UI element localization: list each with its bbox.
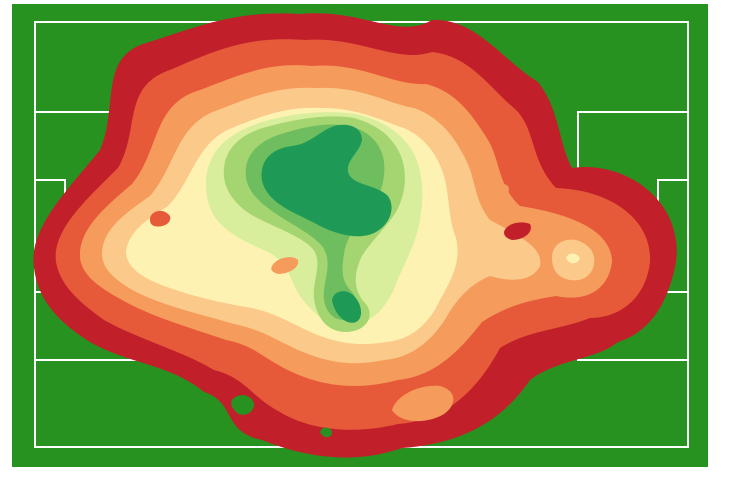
contour-spot bbox=[484, 182, 509, 199]
contour-peak bbox=[332, 291, 362, 323]
contour-spot bbox=[566, 253, 580, 264]
contour-level-9 bbox=[261, 124, 392, 237]
contour-spot bbox=[392, 385, 454, 422]
density-contours bbox=[33, 13, 677, 458]
contour-spot bbox=[504, 222, 531, 240]
pitch-gap bbox=[231, 395, 254, 415]
pitch-gap bbox=[320, 427, 332, 438]
contour-spot bbox=[271, 257, 299, 274]
contour-spot bbox=[150, 210, 171, 227]
